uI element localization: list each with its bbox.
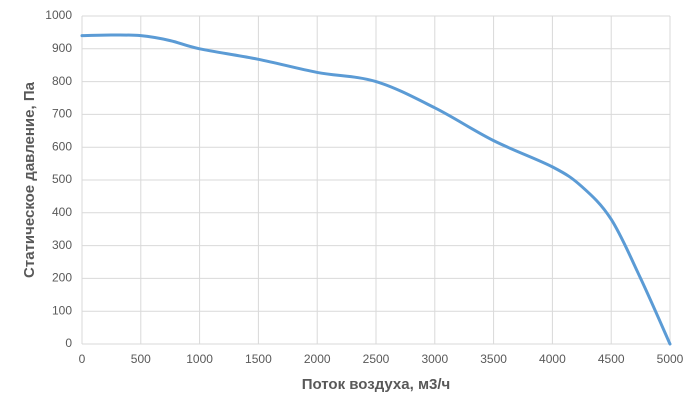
- x-tick-label: 500: [131, 352, 151, 366]
- y-tick-label: 300: [52, 238, 72, 252]
- x-tick-label: 5000: [657, 352, 684, 366]
- x-axis-title: Поток воздуха, м3/ч: [302, 376, 451, 393]
- y-tick-label: 1000: [45, 8, 72, 22]
- data-line: [80, 33, 672, 346]
- x-tick-label: 3500: [480, 352, 507, 366]
- x-tick-label: 0: [79, 352, 86, 366]
- y-tick-label: 700: [52, 107, 72, 121]
- y-axis-title: Статическое давление, Па: [21, 81, 38, 278]
- y-tick-label: 600: [52, 139, 72, 153]
- y-tick-label: 900: [52, 41, 72, 55]
- x-tick-label: 4500: [598, 352, 625, 366]
- x-tick-label: 3000: [421, 352, 448, 366]
- y-tick-label: 0: [65, 336, 72, 350]
- y-tick-label: 100: [52, 303, 72, 317]
- x-tick-label: 1000: [186, 352, 213, 366]
- y-tick-label: 400: [52, 205, 72, 219]
- x-tick-label: 4000: [539, 352, 566, 366]
- y-tick-label: 200: [52, 271, 72, 285]
- y-tick-label: 500: [52, 172, 72, 186]
- x-tick-label: 2500: [363, 352, 390, 366]
- x-tick-label: 1500: [245, 352, 272, 366]
- x-tick-label: 2000: [304, 352, 331, 366]
- y-tick-label: 800: [52, 74, 72, 88]
